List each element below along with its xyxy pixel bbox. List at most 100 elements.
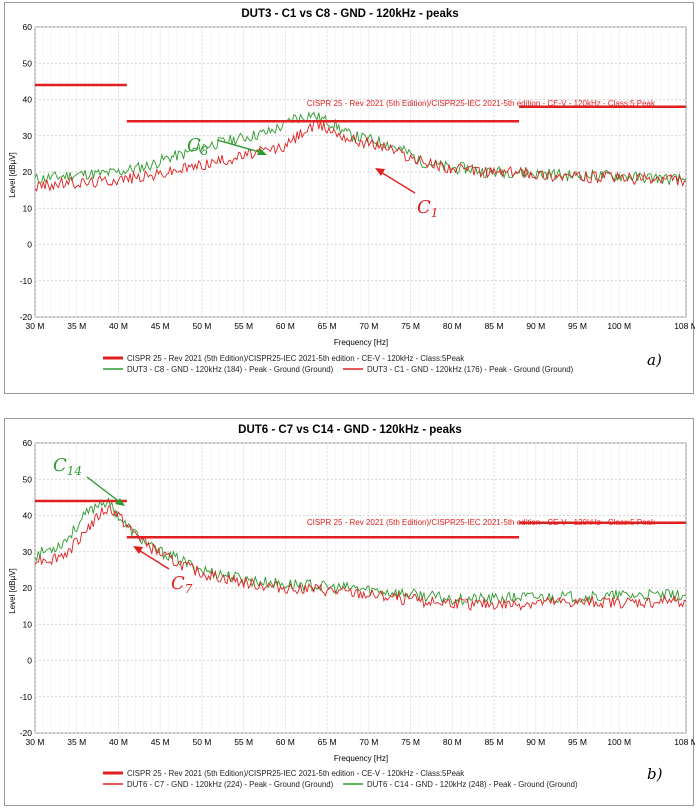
y-tick-label: 50 (23, 474, 33, 484)
limit-line (35, 83, 686, 123)
y-tick-label: -10 (20, 692, 33, 702)
x-tick-label: 55 M (234, 737, 253, 747)
svg-text:C14: C14 (53, 455, 82, 478)
legend-entry-limit: CISPR 25 - Rev 2021 (5th Edition)/CISPR2… (127, 769, 464, 778)
annotation-c8-arrow (216, 139, 264, 154)
svg-text:C1: C1 (417, 197, 438, 220)
y-tick-label: 40 (23, 511, 33, 521)
x-tick-label: 65 M (318, 737, 337, 747)
y-tick-label: 60 (23, 438, 33, 448)
x-tick-label: 108 M (674, 737, 695, 747)
x-tick-label: 75 M (401, 321, 420, 331)
x-tick-label: 100 M (607, 737, 631, 747)
x-tick-label: 40 M (109, 737, 128, 747)
chart-svg-b: DUT6 - C7 vs C14 - GND - 120kHz - peaks … (8, 424, 695, 789)
annotation-c1: C1 (375, 168, 438, 220)
legend-entry-c7: DUT6 - C7 - GND - 120kHz (224) - Peak - … (127, 780, 334, 789)
x-tick-label: 80 M (443, 321, 462, 331)
x-tick-label: 100 M (607, 321, 631, 331)
x-axis-label: Frequency [Hz] (334, 754, 388, 763)
x-tick-label: 35 M (67, 737, 86, 747)
svg-text:C7: C7 (171, 573, 193, 596)
annotation-c8-sub: 8 (201, 144, 209, 158)
annotation-c14: C14 (53, 455, 125, 506)
x-tick-label: 30 M (26, 737, 45, 747)
y-tick-label: 50 (23, 58, 33, 68)
x-tick-label: 70 M (359, 737, 378, 747)
annotation-c8-letter: C (187, 135, 201, 156)
x-tick-label: 75 M (401, 737, 420, 747)
annotation-c14-arrowhead (115, 498, 125, 506)
y-tick-label: 0 (27, 656, 32, 666)
x-axis-label: Frequency [Hz] (334, 338, 388, 347)
annotation-c1-arrowhead (375, 168, 385, 176)
grid (34, 26, 687, 318)
annotation-c14-sub: 14 (67, 464, 82, 478)
legend: CISPR 25 - Rev 2021 (5th Edition)/CISPR2… (103, 354, 574, 374)
series-layer (34, 110, 687, 192)
annotation-c14-arrow (86, 476, 122, 504)
y-tick-label: 30 (23, 131, 33, 141)
x-tick-label: 95 M (568, 321, 587, 331)
x-tick-label: 95 M (568, 737, 587, 747)
svg-text:C8: C8 (187, 135, 209, 158)
x-tick-label: 90 M (526, 737, 545, 747)
y-tick-label: 10 (23, 203, 33, 213)
y-axis-label: Level [dBµV] (8, 152, 17, 198)
annotation-c8: C8 (187, 135, 267, 158)
chart-title: DUT3 - C1 vs C8 - GND - 120kHz - peaks (241, 8, 458, 20)
x-tick-label: 108 M (674, 321, 695, 331)
annotation-c8-arrowhead (257, 148, 267, 155)
x-tick-label: 30 M (26, 321, 45, 331)
x-tick-label: 45 M (151, 737, 170, 747)
y-tick-label: 40 (23, 95, 33, 105)
x-tick-label: 70 M (359, 321, 378, 331)
y-tick-label: 20 (23, 167, 33, 177)
legend: CISPR 25 - Rev 2021 (5th Edition)/CISPR2… (103, 769, 578, 789)
y-tick-label: 30 (23, 547, 33, 557)
chart-panel-a: DUT3 - C1 vs C8 - GND - 120kHz - peaks C… (4, 2, 695, 394)
x-tick-label: 40 M (109, 321, 128, 331)
limit-label: CISPR 25 - Rev 2021 (5th Edition)/CISPR2… (307, 518, 656, 527)
x-tick-label: 55 M (234, 321, 253, 331)
annotation-c7: C7 (133, 546, 193, 596)
annotation-c1-arrow (378, 170, 416, 194)
legend-entry-c14: DUT6 - C14 - GND - 120kHz (248) - Peak -… (367, 780, 578, 789)
annotation-c7-letter: C (171, 573, 185, 594)
annotation-c7-arrowhead (133, 546, 143, 554)
x-tick-label: 35 M (67, 321, 86, 331)
y-tick-label: 60 (23, 22, 33, 32)
x-tick-label: 90 M (526, 321, 545, 331)
y-tick-label: 20 (23, 583, 33, 593)
x-tick-label: 85 M (485, 321, 504, 331)
chart-svg-a: DUT3 - C1 vs C8 - GND - 120kHz - peaks C… (8, 8, 695, 374)
series-line (34, 505, 687, 612)
y-tick-label: 0 (27, 240, 32, 250)
annotation-c7-sub: 7 (185, 582, 193, 596)
annotation-c1-letter: C (417, 197, 431, 218)
limit-label: CISPR 25 - Rev 2021 (5th Edition)/CISPR2… (307, 99, 656, 108)
x-tick-label: 50 M (192, 737, 211, 747)
y-tick-label: -20 (20, 312, 33, 322)
chart-panel-b: DUT6 - C7 vs C14 - GND - 120kHz - peaks … (4, 418, 695, 806)
annotation-c7-arrow (136, 548, 170, 570)
panel-tag-b: b) (647, 765, 663, 783)
limit-line (35, 499, 686, 539)
x-tick-label: 65 M (318, 321, 337, 331)
y-tick-label: -10 (20, 276, 33, 286)
annotation-c1-sub: 1 (431, 206, 439, 220)
chart-title: DUT6 - C7 vs C14 - GND - 120kHz - peaks (238, 424, 462, 436)
x-tick-label: 85 M (485, 737, 504, 747)
x-tick-label: 60 M (276, 321, 295, 331)
y-axis-label: Level [dBµV] (8, 568, 17, 614)
x-tick-label: 45 M (151, 321, 170, 331)
x-tick-label: 80 M (443, 737, 462, 747)
grid (34, 442, 687, 734)
legend-entry-c1: DUT3 - C1 - GND - 120kHz (176) - Peak - … (367, 365, 574, 374)
legend-entry-limit: CISPR 25 - Rev 2021 (5th Edition)/CISPR2… (127, 354, 464, 363)
legend-entry-c8: DUT3 - C8 - GND - 120kHz (184) - Peak - … (127, 365, 334, 374)
x-tick-label: 50 M (192, 321, 211, 331)
annotation-c14-letter: C (53, 455, 67, 476)
panel-tag-a: a) (647, 351, 662, 369)
series-line (34, 119, 687, 192)
